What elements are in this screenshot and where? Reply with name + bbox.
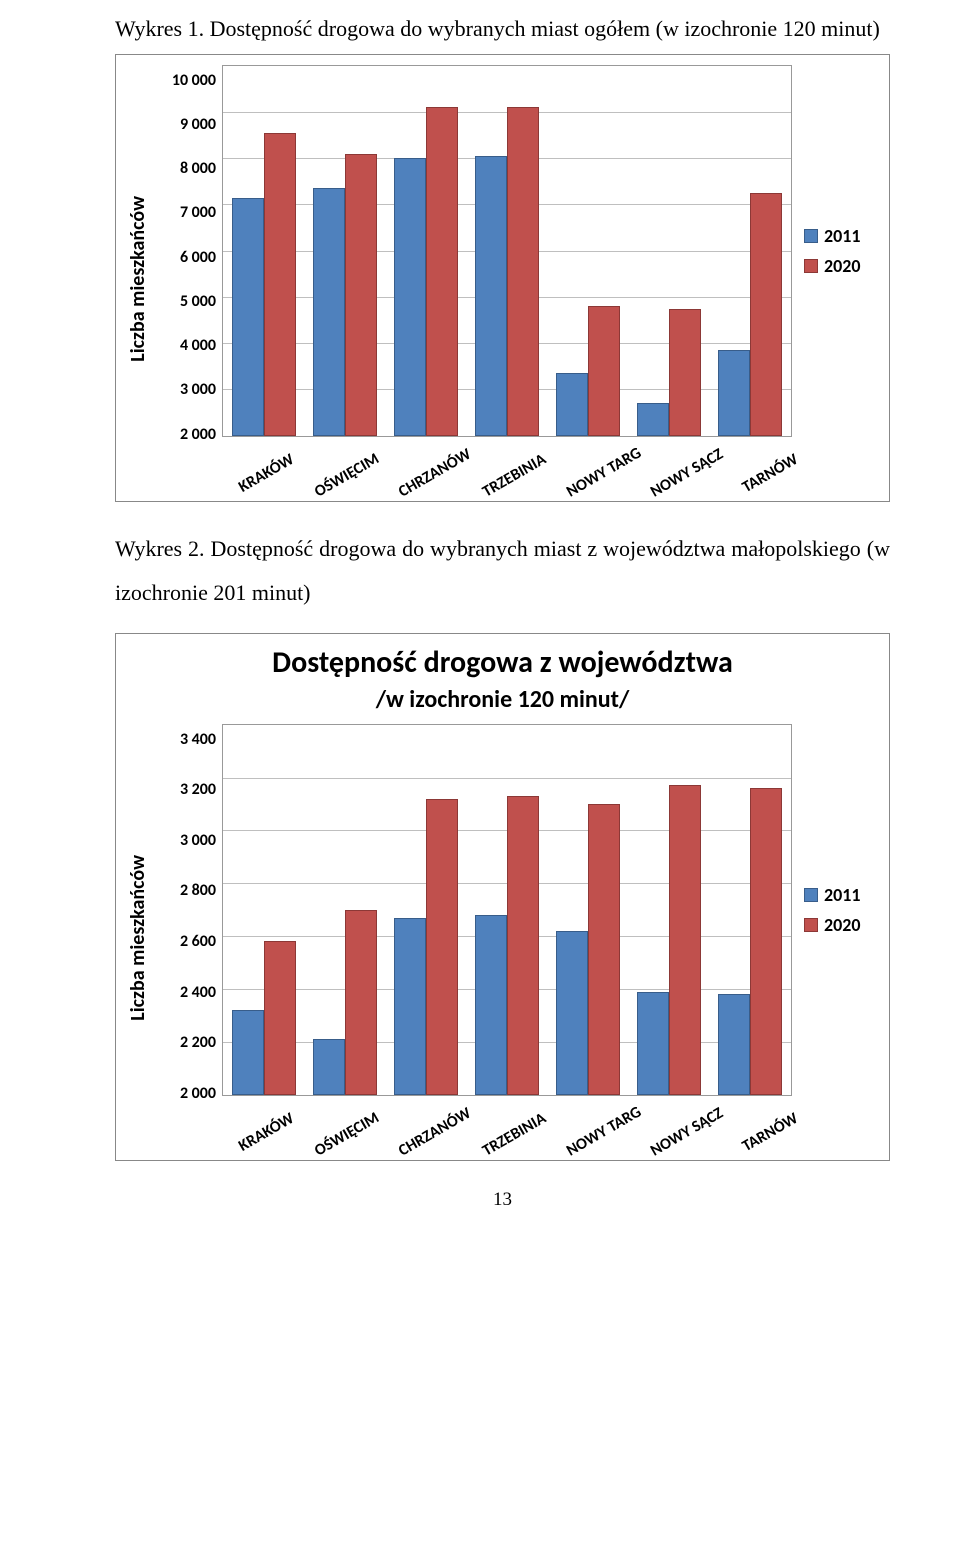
legend-item: 2020 bbox=[804, 914, 880, 936]
ytick-label: 2 000 bbox=[180, 427, 216, 443]
bar-group bbox=[394, 107, 458, 435]
bar bbox=[426, 799, 458, 1095]
bar bbox=[475, 156, 507, 436]
bar-group bbox=[232, 133, 296, 436]
bar bbox=[507, 107, 539, 435]
bar bbox=[556, 931, 588, 1095]
xtick-label: TRZEBINIA bbox=[479, 443, 577, 528]
chart-1-caption: Wykres 1. Dostępność drogowa do wybranyc… bbox=[115, 14, 890, 44]
bar-group bbox=[232, 941, 296, 1094]
chart-2-container: Dostępność drogowa z województwa/w izoch… bbox=[115, 633, 890, 1161]
bar bbox=[637, 403, 669, 435]
xtick-label: NOWY TARG bbox=[563, 1102, 661, 1187]
ytick-label: 2 800 bbox=[180, 883, 216, 899]
bar-group bbox=[637, 309, 701, 436]
xtick-label: OŚWIĘCIM bbox=[311, 1102, 409, 1187]
chart-subtitle: /w izochronie 120 minut/ bbox=[126, 685, 879, 714]
ytick-label: 6 000 bbox=[180, 250, 216, 266]
bar-group bbox=[394, 799, 458, 1095]
bar bbox=[232, 198, 264, 436]
xtick-label: CHRZANÓW bbox=[395, 443, 493, 528]
bar bbox=[264, 941, 296, 1094]
page-number: 13 bbox=[115, 1189, 890, 1211]
bar bbox=[750, 193, 782, 436]
legend-item: 2020 bbox=[804, 255, 880, 277]
bar bbox=[426, 107, 458, 435]
bar bbox=[507, 796, 539, 1095]
bar-group bbox=[556, 306, 620, 436]
bar-group bbox=[556, 804, 620, 1095]
legend-label: 2020 bbox=[824, 255, 861, 277]
ytick-label: 2 000 bbox=[180, 1086, 216, 1102]
bar bbox=[394, 158, 426, 436]
xtick-label: TRZEBINIA bbox=[479, 1102, 577, 1187]
bar bbox=[669, 785, 701, 1094]
xtick-label: OŚWIĘCIM bbox=[311, 443, 409, 528]
chart-legend: 2011 2020 bbox=[792, 65, 880, 437]
bar-group bbox=[313, 154, 377, 436]
ytick-label: 3 000 bbox=[180, 382, 216, 398]
bar bbox=[588, 306, 620, 436]
chart-ylabel: Liczba mieszkańców bbox=[126, 196, 150, 362]
xtick-label: CHRZANÓW bbox=[395, 1102, 493, 1187]
bar bbox=[669, 309, 701, 436]
ytick-label: 3 000 bbox=[180, 833, 216, 849]
bar bbox=[556, 373, 588, 435]
bar-group bbox=[637, 785, 701, 1094]
bar bbox=[264, 133, 296, 436]
bar bbox=[232, 1010, 264, 1095]
bar bbox=[345, 154, 377, 436]
legend-item: 2011 bbox=[804, 884, 880, 906]
bar bbox=[718, 350, 750, 436]
chart-1-container: Liczba mieszkańców 10 000 9 000 8 000 7 000 6… bbox=[115, 54, 890, 502]
chart-legend: 2011 2020 bbox=[792, 724, 880, 1096]
bar-group bbox=[475, 796, 539, 1095]
legend-label: 2020 bbox=[824, 914, 861, 936]
ytick-label: 3 200 bbox=[180, 782, 216, 798]
bar-group bbox=[313, 910, 377, 1095]
ytick-label: 2 400 bbox=[180, 985, 216, 1001]
legend-label: 2011 bbox=[824, 225, 861, 247]
bar bbox=[718, 994, 750, 1094]
bar bbox=[313, 188, 345, 435]
ytick-label: 3 400 bbox=[180, 732, 216, 748]
ytick-label: 2 200 bbox=[180, 1035, 216, 1051]
xtick-label: KRAKÓW bbox=[227, 443, 325, 528]
xtick-label: NOWY TARG bbox=[563, 443, 661, 528]
ytick-label: 5 000 bbox=[180, 294, 216, 310]
chart-2-caption: Wykres 2. Dostępność drogowa do wybranyc… bbox=[115, 527, 890, 615]
bar-group bbox=[718, 193, 782, 436]
xtick-label: NOWY SĄCZ bbox=[647, 443, 745, 528]
ytick-label: 4 000 bbox=[180, 338, 216, 354]
xtick-label: TARNÓW bbox=[731, 443, 829, 528]
ytick-label: 9 000 bbox=[180, 117, 216, 133]
bar bbox=[345, 910, 377, 1095]
chart-title: Dostępność drogowa z województwa bbox=[126, 644, 879, 681]
xtick-label: NOWY SĄCZ bbox=[647, 1102, 745, 1187]
ytick-label: 7 000 bbox=[180, 205, 216, 221]
ytick-label: 10 000 bbox=[172, 73, 216, 89]
xtick-label: KRAKÓW bbox=[227, 1102, 325, 1187]
ytick-label: 2 600 bbox=[180, 934, 216, 950]
bar bbox=[750, 788, 782, 1095]
bar bbox=[475, 915, 507, 1095]
bar-group bbox=[718, 788, 782, 1095]
legend-item: 2011 bbox=[804, 225, 880, 247]
bar-group bbox=[475, 107, 539, 435]
legend-label: 2011 bbox=[824, 884, 861, 906]
ytick-label: 8 000 bbox=[180, 161, 216, 177]
bar bbox=[637, 992, 669, 1095]
bar bbox=[394, 918, 426, 1095]
bar bbox=[588, 804, 620, 1095]
chart-ylabel: Liczba mieszkańców bbox=[126, 855, 150, 1021]
xtick-label: TARNÓW bbox=[731, 1102, 829, 1187]
bar bbox=[313, 1039, 345, 1095]
